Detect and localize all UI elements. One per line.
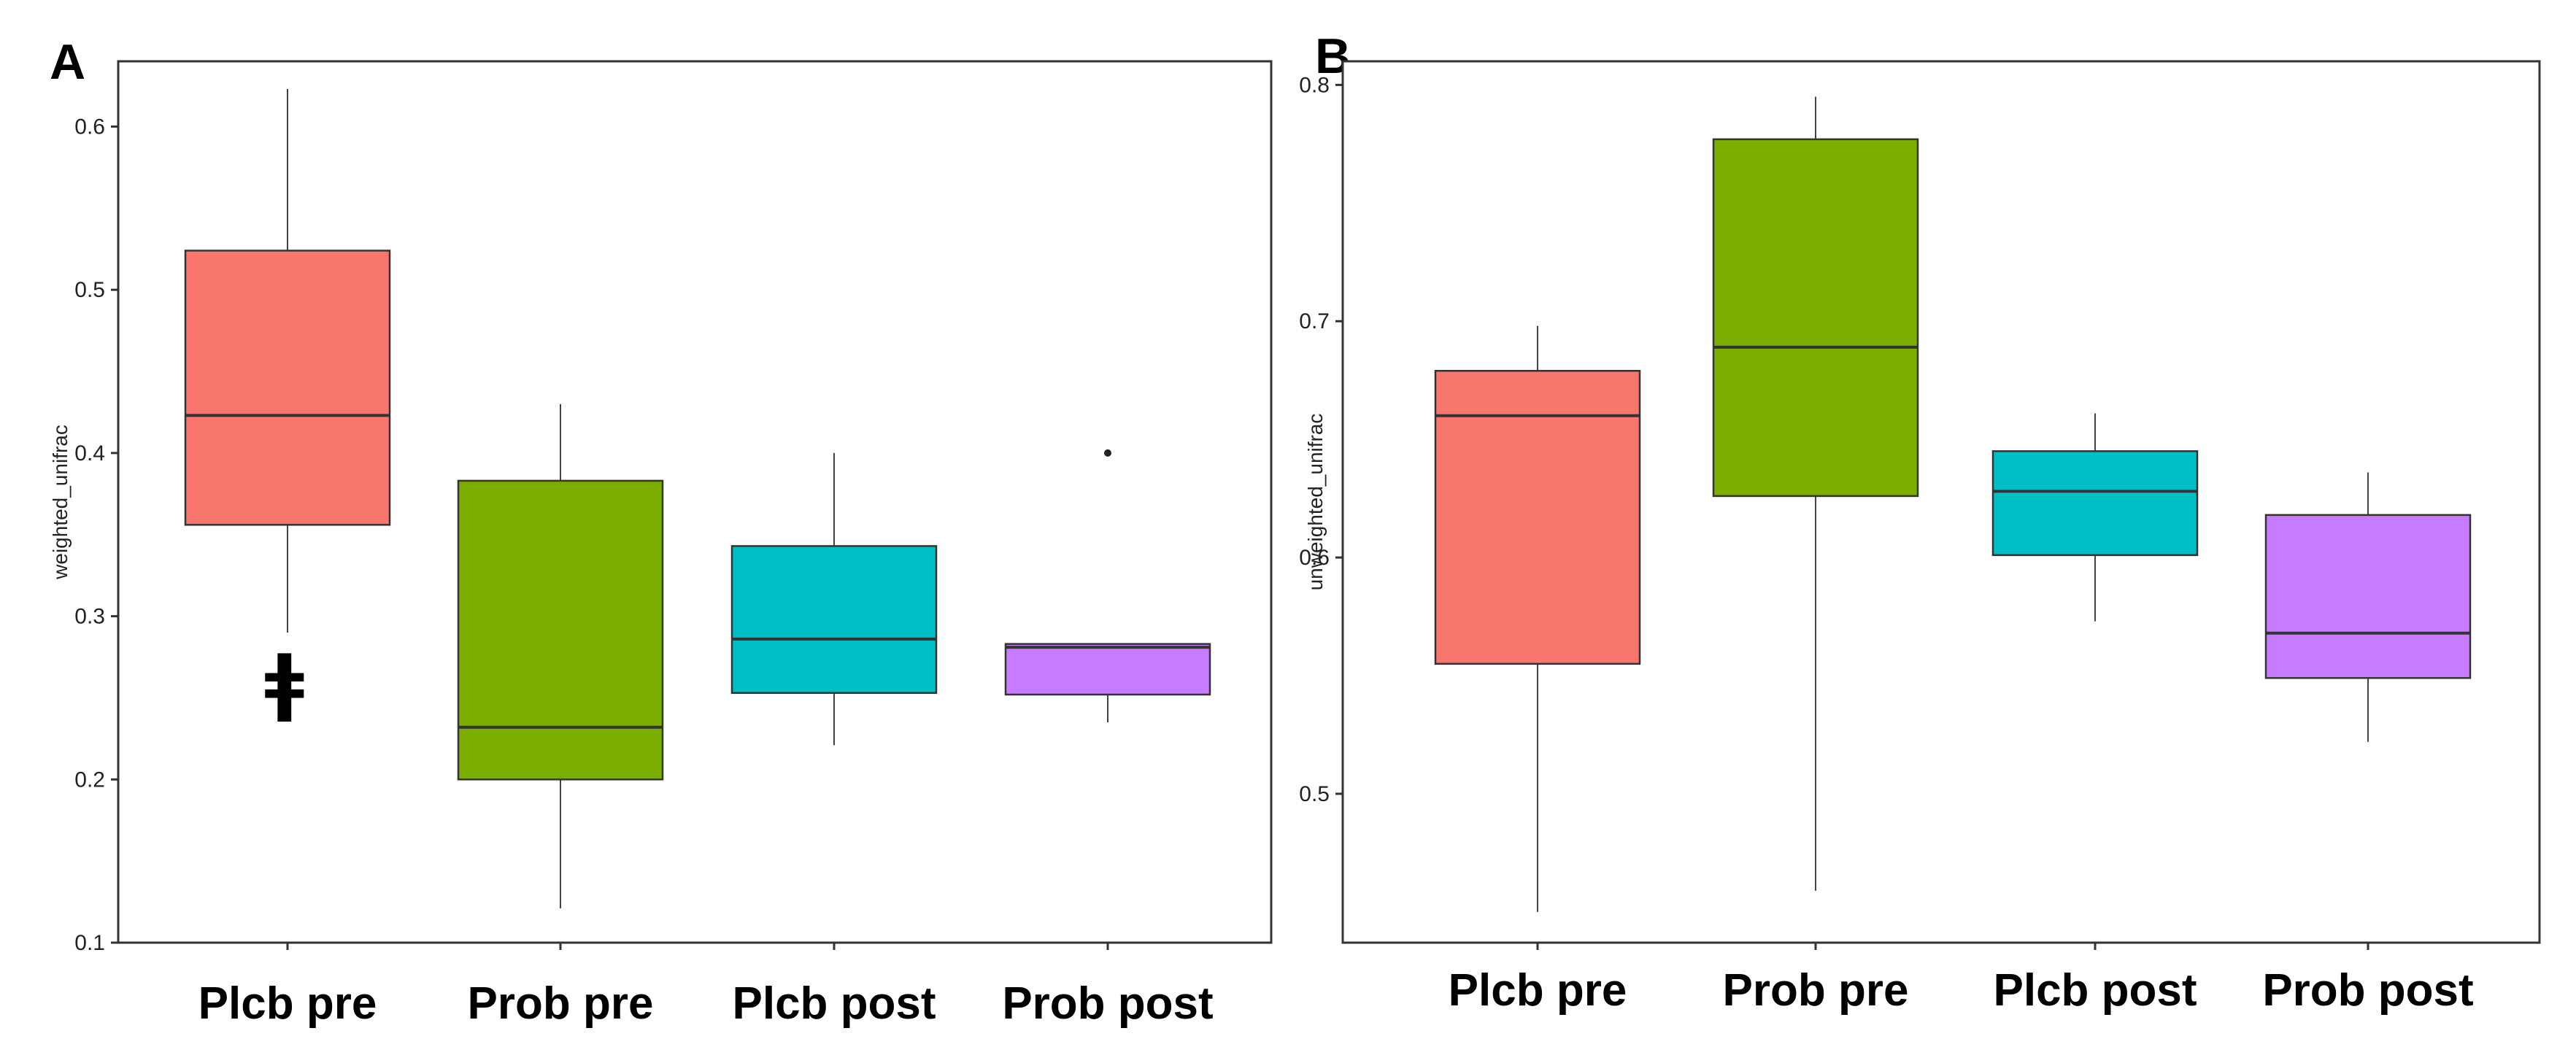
panel-a-y-tick-label: 0.3 [74,605,105,629]
panel-a-category-label: Prob pre [468,978,654,1029]
panel-a-box-prob-pre-box [457,479,664,781]
panel-a-significance-marker: ǂ [265,638,304,724]
panel-a-letter: A [50,34,85,90]
panel-a-box-plcb-post-box [730,545,938,694]
panel-b-category-label: Plcb pre [1449,965,1627,1016]
panel-b-box-prob-pre-box [1712,138,1919,498]
panel-b-box-plcb-pre-box [1434,370,1641,665]
panel-b-y-tick-label: 0.5 [1299,782,1330,806]
panel-b-y-axis-title: unweighted_unifrac [1304,414,1327,591]
panel-b-box-prob-post-box [2264,514,2472,679]
panel-a-y-tick-label: 0.6 [74,115,105,139]
panel-b-box-plcb-post-box [1991,450,2199,557]
panel-a-box-prob-post-box [1004,643,1211,696]
panel-b-y-tick-label: 0.7 [1299,309,1330,333]
panel-a-y-tick-label: 0.5 [74,278,105,302]
panel-a-y-axis-title: weighted_unifrac [49,425,72,580]
panel-b-y-tick-label: 0.8 [1299,73,1330,97]
panel-a-y-tick-label: 0.2 [74,768,105,792]
panel-a-y-tick-label: 0.1 [74,931,105,955]
panel-b-category-label: Prob pre [1723,965,1909,1016]
panel-b-category-label: Plcb post [1993,965,2197,1016]
panel-a-box-plcb-pre-box [184,250,391,526]
panel-a-category-label: Plcb post [732,978,936,1029]
panel-a-box-prob-post-outlier [1104,449,1111,457]
panel-a-category-label: Prob post [1002,978,1213,1029]
panel-b-y-tick-label: 0.6 [1299,546,1330,570]
panel-b-category-label: Prob post [2262,965,2473,1016]
panel-a-y-tick-label: 0.4 [74,441,105,465]
panel-a-category-label: Plcb pre [198,978,377,1029]
